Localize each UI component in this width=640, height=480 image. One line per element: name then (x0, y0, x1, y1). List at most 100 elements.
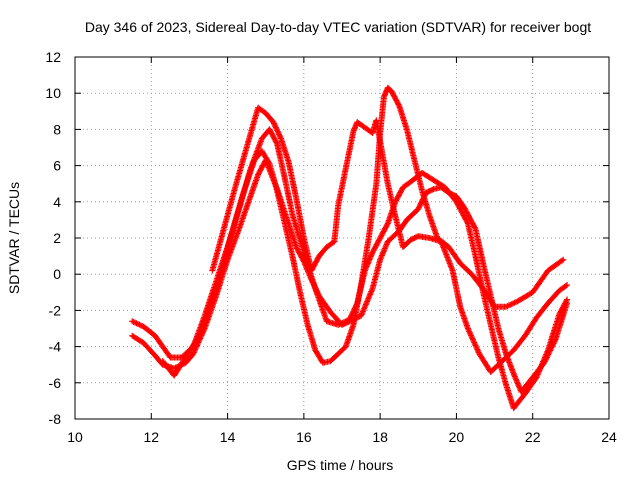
data-point-marker (271, 135, 278, 142)
data-point-marker (314, 257, 321, 264)
y-tick-label: 6 (53, 158, 61, 174)
data-point-marker (256, 169, 263, 176)
data-point-marker (372, 242, 379, 249)
data-point-marker (397, 189, 404, 196)
y-tick-label: 12 (45, 49, 61, 65)
data-point (388, 88, 395, 95)
data-point (308, 267, 315, 274)
data-point (270, 119, 277, 126)
chart-title: Day 346 of 2023, Sidereal Day-to-day VTE… (85, 19, 591, 35)
data-point-marker (371, 245, 378, 252)
data-point-marker (398, 186, 405, 193)
data-point (293, 244, 300, 251)
data-point-marker (272, 136, 279, 143)
data-point-marker (395, 101, 402, 108)
data-point-marker (311, 262, 318, 269)
data-point-marker (394, 100, 401, 107)
data-point-marker (390, 92, 397, 99)
data-point-marker (380, 228, 387, 235)
data-point-marker (417, 200, 424, 207)
data-point-marker (464, 219, 471, 226)
data-point-marker (562, 282, 569, 289)
data-point-marker (267, 129, 274, 136)
data-point-marker (370, 246, 377, 253)
y-tick-label: 2 (53, 230, 61, 246)
data-point-marker (429, 186, 436, 193)
data-point-marker (560, 303, 567, 310)
x-tick-label: 22 (525, 429, 541, 445)
data-point-marker (309, 264, 316, 271)
data-point-marker (310, 263, 317, 270)
data-point-marker (381, 225, 388, 232)
y-tick-label: -6 (49, 375, 62, 391)
x-tick-label: 18 (372, 429, 388, 445)
data-point (415, 206, 422, 213)
data-point-marker (375, 237, 382, 244)
data-point-marker (314, 255, 321, 262)
y-tick-label: -8 (49, 411, 62, 427)
data-point-marker (370, 248, 377, 255)
data-point-marker (257, 167, 264, 174)
data-point-marker (394, 194, 401, 201)
data-point-marker (347, 315, 354, 322)
data-point-marker (416, 203, 423, 210)
data-point-marker (559, 305, 566, 312)
data-point-marker (471, 224, 478, 231)
data-point-marker (392, 94, 399, 101)
data-point (564, 296, 571, 303)
data-point-marker (273, 139, 280, 146)
data-point-marker (417, 201, 424, 208)
data-point-marker (415, 204, 422, 211)
data-point-marker (418, 199, 425, 206)
data-point-marker (377, 233, 384, 240)
data-point-marker (295, 247, 302, 254)
data-point-marker (293, 245, 300, 252)
data-point-marker (269, 132, 276, 139)
data-point-marker (269, 131, 276, 138)
data-point (346, 316, 353, 323)
data-point-marker (393, 196, 400, 203)
data-point-marker (384, 221, 391, 228)
data-point-marker (393, 97, 400, 104)
data-point-marker (383, 223, 390, 230)
x-tick-label: 14 (220, 429, 236, 445)
data-point-marker (379, 231, 386, 238)
x-axis-label: GPS time / hours (287, 457, 394, 473)
y-tick-label: -2 (49, 302, 62, 318)
data-point (556, 311, 563, 318)
data-point-marker (277, 134, 284, 141)
data-point (377, 235, 384, 241)
data-point-marker (373, 241, 380, 248)
data-point-marker (392, 96, 399, 103)
data-point-marker (270, 120, 277, 127)
y-tick-label: 4 (53, 194, 61, 210)
x-tick-label: 20 (449, 429, 465, 445)
data-point (369, 249, 376, 256)
data-point-marker (372, 244, 379, 251)
data-point-marker (561, 300, 568, 307)
data-point-marker (268, 130, 275, 137)
data-point-marker (381, 227, 388, 234)
data-point-marker (259, 163, 266, 170)
data-point-marker (273, 125, 280, 132)
data-point-marker (397, 188, 404, 195)
data-point-marker (257, 166, 264, 173)
data-point-marker (395, 193, 402, 200)
data-point-marker (562, 299, 569, 306)
series-3 (159, 84, 567, 379)
x-tick-label: 24 (601, 429, 617, 445)
data-point-marker (270, 134, 277, 141)
data-point (266, 126, 273, 133)
data-point-marker (275, 130, 282, 137)
series-4 (209, 104, 571, 375)
data-point-marker (558, 307, 565, 314)
y-axis-label: SDTVAR / TECUs (6, 182, 22, 294)
data-point-marker (374, 240, 381, 247)
data-point-marker (294, 246, 301, 253)
data-point-marker (271, 121, 278, 128)
data-point-marker (559, 304, 566, 311)
data-point-marker (376, 236, 383, 243)
data-point-marker (274, 128, 281, 135)
